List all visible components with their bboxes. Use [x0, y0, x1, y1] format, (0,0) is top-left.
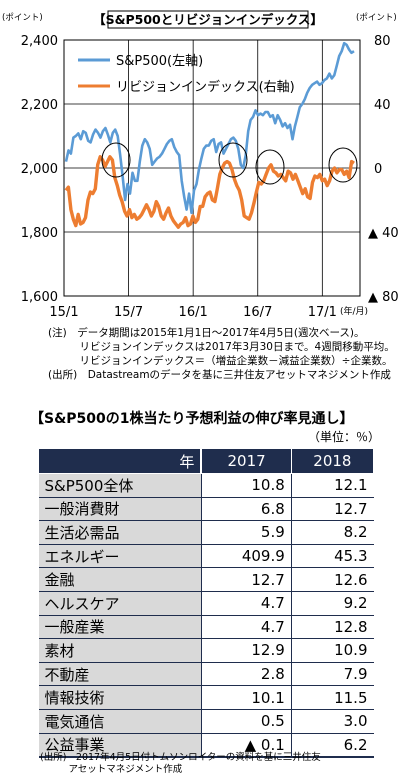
right-axis-unit: (ポイント)	[356, 13, 397, 23]
series-lines	[64, 41, 355, 229]
table-row: S&P500全体 10.8 12.1	[38, 473, 374, 498]
table-unit: （単位：％）	[307, 430, 380, 444]
right-tick-label: 40	[374, 98, 391, 113]
chart-note-1: (注) データ期間は2015年1月1日～2017年4月5日(週次ベース)。	[48, 327, 365, 339]
highlight-circle	[328, 147, 358, 183]
left-axis-ticks: 2,400 2,200 2,000 1,800 1,600	[21, 34, 58, 305]
left-tick-label: 1,800	[21, 226, 58, 241]
table-header-row: 年 2017 2018	[38, 448, 375, 474]
chart-title-box	[107, 10, 309, 29]
value-2017-cell: 10.8	[200, 473, 292, 498]
sector-name-cell: 情報技術	[38, 685, 202, 710]
value-2018-cell: 12.8	[290, 615, 374, 640]
sector-name-cell: 公益事業	[38, 733, 202, 759]
legend-label-revision: リビジョンインデックス(右軸)	[116, 79, 295, 95]
table-row: 生活必需品 5.9 8.2	[38, 520, 374, 545]
sector-name-cell: 金融	[38, 567, 202, 592]
sector-name-cell: 一般産業	[38, 615, 202, 640]
left-axis-unit: (ポイント)	[2, 13, 43, 23]
value-2017-cell: ▲ 0.1	[200, 733, 292, 759]
value-2018-cell: 12.6	[290, 567, 374, 592]
table-source-line-2: アセットマネジメント作成	[40, 764, 183, 775]
x-tick-label: 17/1	[308, 305, 337, 320]
value-2018-cell: 7.9	[290, 662, 374, 687]
value-2017-cell: 12.7	[200, 567, 292, 592]
value-2017-cell: 10.1	[200, 685, 292, 710]
value-2018-cell: 12.1	[290, 473, 374, 498]
table-source-line-1: (出所) 2017年4月5日付トムソンロイターの資料を基に三井住友	[40, 752, 321, 763]
table-source: (出所) 2017年4月5日付トムソンロイターの資料を基に三井住友 アセットマネ…	[40, 752, 321, 776]
legend: S&P500(左軸) リビジョンインデックス(右軸)	[78, 54, 295, 95]
value-2018-cell: 11.5	[290, 685, 374, 710]
value-2018-cell: 10.9	[290, 638, 374, 663]
sp500-series-line	[64, 41, 355, 215]
chart-note-2: リビジョンインデックスは2017年3月30日まで。4週間移動平均。	[48, 341, 395, 353]
highlight-circles	[101, 142, 358, 185]
value-2018-cell: 9.2	[290, 591, 374, 616]
x-tick-label: 16/1	[179, 305, 208, 320]
value-2018-cell: 12.7	[290, 497, 374, 522]
value-2017-cell: 6.8	[200, 497, 292, 522]
left-tick-label: 2,200	[21, 98, 58, 113]
highlight-circle	[255, 149, 285, 185]
x-axis-ticks: 15/1 15/7 16/1 16/7 17/1	[49, 305, 337, 320]
x-tick-label: 15/7	[114, 305, 143, 320]
sector-name-cell: S&P500全体	[38, 473, 202, 498]
sector-name-cell: 一般消費財	[38, 497, 202, 522]
x-tick-label: 15/1	[49, 305, 78, 320]
x-tick-label: 16/7	[243, 305, 272, 320]
right-tick-label: 80	[374, 34, 391, 49]
right-tick-label: ▲ 40	[368, 226, 399, 241]
sector-name-cell: 電気通信	[38, 709, 202, 734]
right-tick-label: 0	[374, 162, 382, 177]
sector-name-cell: エネルギー	[38, 544, 202, 569]
value-2017-cell: 409.9	[200, 544, 292, 569]
line-chart: 【S&P500とリビジョンインデックス】 (ポイント) (ポイント) 2,400…	[2, 10, 399, 320]
gridlines	[64, 40, 360, 296]
highlight-circle	[218, 142, 248, 178]
table-row: 公益事業 ▲ 0.1 6.2	[38, 733, 374, 759]
right-tick-label: ▲ 80	[368, 290, 399, 305]
left-tick-label: 1,600	[21, 290, 58, 305]
highlight-circle	[101, 142, 131, 178]
revision-index-series-line	[64, 155, 355, 229]
table-row: 不動産 2.8 7.9	[38, 662, 374, 687]
table-row: 電気通信 0.5 3.0	[38, 709, 374, 734]
sector-name-cell: 素材	[38, 638, 202, 663]
value-2017-cell: 4.7	[200, 591, 292, 616]
value-2017-cell: 2.8	[200, 662, 292, 687]
value-2017-cell: 12.9	[200, 638, 292, 663]
sector-name-cell: 不動産	[38, 662, 202, 687]
value-2018-cell: 45.3	[290, 544, 374, 569]
table-row: 情報技術 10.1 11.5	[38, 685, 374, 710]
chart-note-3: リビジョンインデックス＝（増益企業数－減益企業数）÷企業数。	[48, 355, 393, 367]
table-row: 素材 12.9 10.9	[38, 638, 374, 663]
table-row: ヘルスケア 4.7 9.2	[38, 591, 374, 616]
table-row: 一般消費財 6.8 12.7	[38, 497, 374, 522]
value-2017-cell: 4.7	[200, 615, 292, 640]
left-tick-label: 2,000	[21, 162, 58, 177]
value-2017-cell: 0.5	[200, 709, 292, 734]
header-2017: 2017	[200, 448, 292, 474]
table-row: 一般産業 4.7 12.8	[38, 615, 374, 640]
table-row: エネルギー 409.9 45.3	[38, 544, 374, 569]
x-axis-unit: (年/月)	[340, 305, 368, 317]
eps-growth-table: 年 2017 2018 S&P500全体 10.8 12.1 一般消費財 6.8 12.7…	[38, 448, 375, 759]
right-axis-ticks: 80 40 0 ▲ 40 ▲ 80	[368, 34, 399, 305]
table-row: 金融 12.7 12.6	[38, 567, 374, 592]
chart-source: (出所) Datastreamのデータを基に三井住友アセットマネジメント作成	[48, 369, 391, 381]
sector-name-cell: ヘルスケア	[38, 591, 202, 616]
value-2018-cell: 8.2	[290, 520, 374, 545]
chart-title: 【S&P500とリビジョンインデックス】	[93, 12, 323, 27]
table-title: 【S&P500の1株当たり予想利益の伸び率見通し】	[30, 411, 354, 427]
value-2018-cell: 6.2	[290, 733, 374, 759]
header-year: 年	[38, 448, 203, 474]
header-2018: 2018	[290, 448, 375, 474]
legend-label-sp500: S&P500(左軸)	[116, 54, 203, 69]
sector-name-cell: 生活必需品	[38, 520, 202, 545]
value-2017-cell: 5.9	[200, 520, 292, 545]
value-2018-cell: 3.0	[290, 709, 374, 734]
left-tick-label: 2,400	[21, 34, 58, 49]
